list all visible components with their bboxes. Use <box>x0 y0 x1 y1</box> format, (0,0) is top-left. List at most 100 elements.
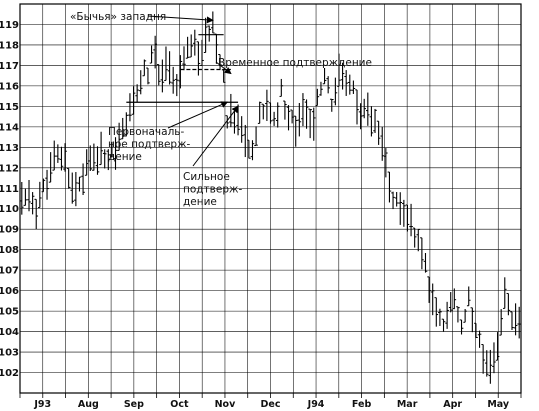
price-bar <box>146 67 150 85</box>
price-bar <box>517 306 521 339</box>
price-bar <box>304 99 309 129</box>
annotation-line: дение <box>183 196 217 208</box>
price-bar <box>265 89 269 121</box>
price-bar <box>185 36 190 59</box>
price-bar <box>229 93 233 128</box>
y-tick-label: 105 <box>0 307 19 318</box>
price-bar <box>254 126 258 147</box>
price-bar <box>492 342 496 374</box>
annotation-line: Временное подтверждение <box>218 57 372 69</box>
price-bar <box>448 292 453 313</box>
price-bar <box>211 11 215 34</box>
x-tick-label: Sep <box>124 399 144 410</box>
price-bar <box>420 237 424 270</box>
price-bar <box>128 93 132 122</box>
price-bar <box>445 301 449 329</box>
price-bar <box>456 306 460 323</box>
price-bar <box>203 17 208 53</box>
x-tick-label: May <box>487 399 510 410</box>
price-bar <box>142 59 147 77</box>
price-bar <box>102 149 107 169</box>
y-tick-label: 117 <box>0 61 19 72</box>
price-bar <box>272 111 276 126</box>
price-bar <box>351 80 356 94</box>
annotation-arrow <box>167 101 229 129</box>
annotation-line: Первоначаль- <box>108 126 184 138</box>
price-bar <box>257 101 262 124</box>
price-bar <box>506 292 511 316</box>
y-tick-label: 111 <box>0 184 19 195</box>
price-bar <box>167 51 172 85</box>
price-bar <box>301 93 305 127</box>
x-axis-ticks: J93 Aug Sep Oct Nov Dec J94 Feb Mar Apr May <box>19 393 522 410</box>
price-bar <box>463 309 467 323</box>
y-tick-label: 114 <box>0 122 19 133</box>
price-bar <box>153 35 157 69</box>
price-bar <box>124 112 129 137</box>
y-tick-label: 110 <box>0 204 19 215</box>
price-bar <box>322 68 327 85</box>
price-bar <box>416 228 421 252</box>
price-bar <box>268 102 273 124</box>
price-bar <box>409 203 413 237</box>
price-bar <box>376 120 381 145</box>
price-bar <box>366 92 370 126</box>
price-bar <box>214 33 219 64</box>
price-bar <box>481 344 485 374</box>
price-bar <box>196 41 201 76</box>
price-bar <box>117 122 121 151</box>
x-tick-label: Dec <box>261 399 281 410</box>
price-bar <box>247 139 251 159</box>
price-bar <box>189 34 194 58</box>
price-bar <box>207 25 212 42</box>
y-tick-label: 107 <box>0 266 19 277</box>
price-bar <box>236 104 240 136</box>
price-bar <box>77 176 82 192</box>
price-bar <box>488 349 493 384</box>
price-bar <box>138 70 143 95</box>
y-tick-label: 106 <box>0 286 19 297</box>
annotation-arrow <box>215 61 232 75</box>
price-bar <box>135 84 139 103</box>
annotation-initial: Первоначаль-ное подтверж-дение <box>108 126 191 163</box>
price-bar <box>221 69 226 83</box>
annotation-line: подтверж- <box>183 184 242 196</box>
price-bar <box>427 276 431 303</box>
price-bar <box>41 178 46 193</box>
annotation-line: «Бычья» западня <box>70 11 166 23</box>
price-bar <box>113 137 118 170</box>
price-bar <box>164 46 168 81</box>
price-bar <box>178 55 183 89</box>
price-bar <box>459 319 464 335</box>
annotation-line: ное подтверж- <box>108 139 191 151</box>
price-bar <box>466 286 471 307</box>
price-bar <box>193 29 197 56</box>
price-bar <box>200 39 204 66</box>
annotation-bull_trap: «Бычья» западня <box>70 11 166 23</box>
price-bar <box>391 191 395 210</box>
price-bar <box>477 330 482 348</box>
price-bar <box>174 74 179 97</box>
price-bar <box>182 46 186 71</box>
price-bar <box>405 204 410 232</box>
price-bar <box>106 149 111 171</box>
price-bar <box>474 322 478 339</box>
price-bar <box>232 110 237 134</box>
price-bar <box>286 105 291 131</box>
price-bar <box>88 145 93 172</box>
price-bar <box>495 332 500 361</box>
x-tick-label: Nov <box>215 399 236 410</box>
price-bar <box>84 149 89 176</box>
price-bar <box>243 124 248 158</box>
price-bar <box>315 88 320 107</box>
price-bar <box>502 277 507 309</box>
price-bar <box>99 131 103 166</box>
price-bar <box>402 199 406 227</box>
price-bar <box>261 103 266 120</box>
price-bar <box>283 100 287 120</box>
price-bar <box>52 140 57 171</box>
price-bar <box>380 126 385 161</box>
price-bar <box>297 102 302 137</box>
price-bar <box>329 98 334 112</box>
price-bar <box>308 108 312 139</box>
